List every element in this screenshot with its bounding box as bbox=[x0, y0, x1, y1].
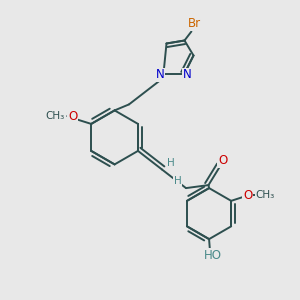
Text: H: H bbox=[174, 176, 182, 187]
Text: N: N bbox=[155, 68, 164, 82]
Text: CH₃: CH₃ bbox=[45, 111, 64, 121]
Text: O: O bbox=[68, 110, 77, 123]
Text: Br: Br bbox=[188, 17, 201, 30]
Text: CH₃: CH₃ bbox=[255, 190, 275, 200]
Text: HO: HO bbox=[204, 249, 222, 262]
Text: H: H bbox=[167, 158, 174, 168]
Text: O: O bbox=[218, 154, 227, 167]
Text: N: N bbox=[183, 68, 192, 82]
Text: O: O bbox=[243, 189, 252, 202]
